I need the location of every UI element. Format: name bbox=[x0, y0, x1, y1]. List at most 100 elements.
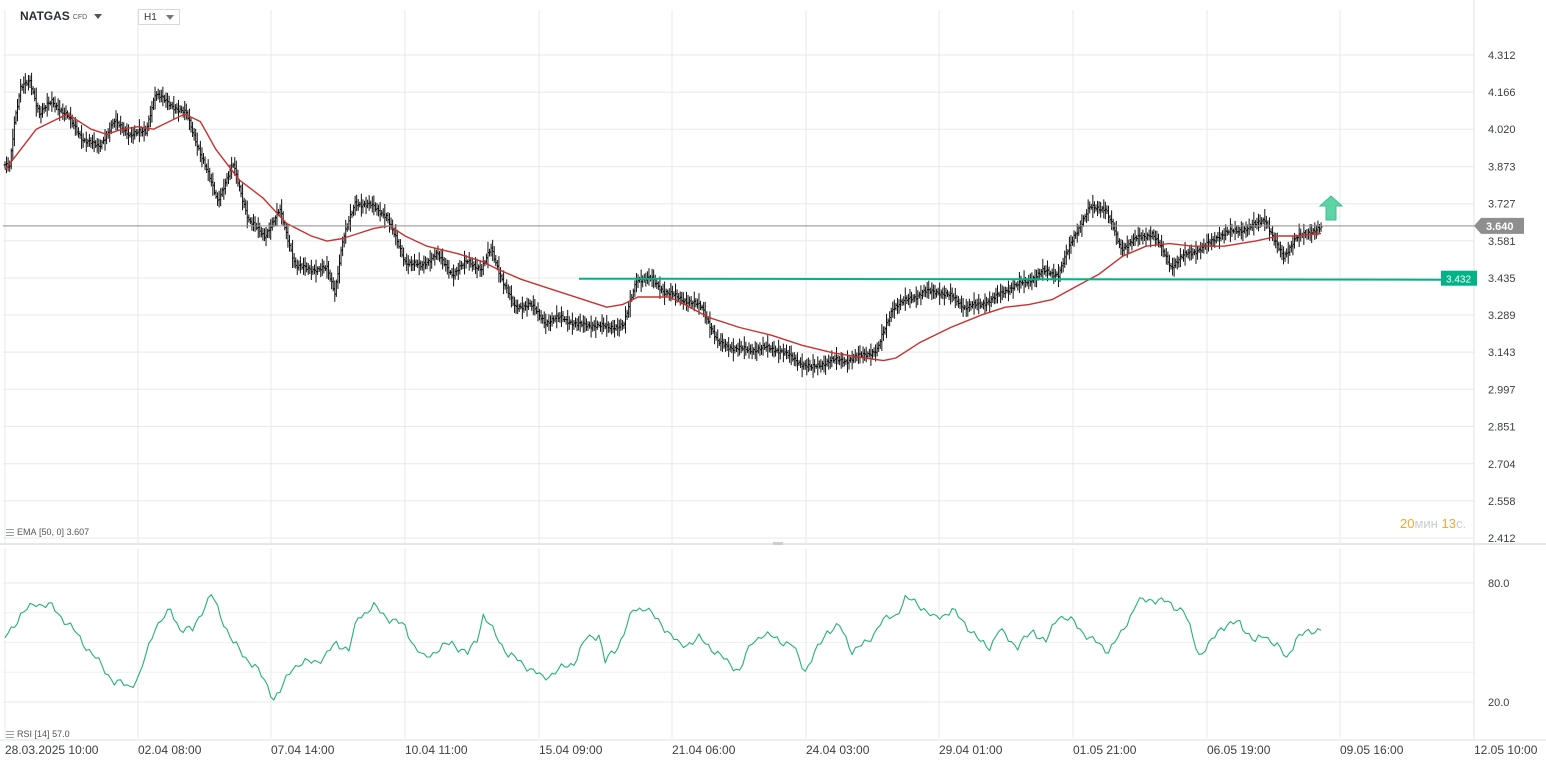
ohlc-bar bbox=[1263, 209, 1267, 232]
ohlc-bar bbox=[925, 281, 929, 299]
ohlc-bar bbox=[427, 258, 431, 266]
ohlc-bar bbox=[1017, 271, 1021, 293]
ohlc-bar bbox=[269, 219, 273, 240]
ohlc-bar bbox=[802, 361, 806, 370]
ohlc-bar bbox=[597, 321, 601, 328]
ohlc-bar bbox=[1061, 257, 1065, 273]
ohlc-bar bbox=[209, 173, 213, 187]
ohlc-bar bbox=[534, 306, 538, 315]
time-axis-label: 10.04 11:00 bbox=[405, 743, 468, 757]
ohlc-bar bbox=[1214, 235, 1218, 244]
ohlc-bar bbox=[716, 329, 720, 349]
ohlc-bar bbox=[672, 291, 676, 298]
ohlc-bar bbox=[886, 318, 890, 326]
settings-list-icon[interactable] bbox=[6, 730, 14, 738]
ohlc-bar bbox=[508, 286, 512, 301]
rsi-legend[interactable]: RSI [14] 57.0 bbox=[6, 729, 70, 739]
ohlc-bar bbox=[172, 95, 176, 120]
ohlc-bar bbox=[1005, 287, 1009, 294]
ohlc-bar bbox=[1171, 257, 1175, 276]
ohlc-bar bbox=[394, 224, 398, 246]
ohlc-bar bbox=[767, 343, 771, 353]
ohlc-bar bbox=[411, 259, 415, 272]
ohlc-bar bbox=[1177, 256, 1181, 268]
ohlc-bar bbox=[611, 319, 615, 334]
ohlc-bar bbox=[997, 291, 1001, 298]
ohlc-bar bbox=[945, 289, 949, 298]
chevron-down-icon bbox=[94, 13, 103, 19]
ohlc-bar bbox=[960, 295, 964, 313]
ohlc-bar bbox=[608, 322, 612, 333]
ohlc-bars bbox=[3, 72, 1323, 378]
ohlc-bar bbox=[738, 338, 742, 356]
ohlc-bar bbox=[766, 335, 770, 358]
ohlc-bar bbox=[1213, 231, 1217, 248]
symbol-selector[interactable]: NATGAS CFD bbox=[20, 9, 103, 23]
ohlc-bar bbox=[1178, 247, 1182, 268]
ohlc-bar bbox=[511, 295, 515, 307]
ema-legend[interactable]: EMA [50, 0] 3.607 bbox=[6, 527, 89, 537]
ohlc-bar bbox=[302, 257, 306, 275]
ohlc-bar bbox=[247, 214, 251, 223]
ohlc-bar bbox=[581, 315, 585, 333]
ohlc-bar bbox=[586, 321, 590, 331]
ohlc-bar bbox=[522, 302, 526, 313]
ohlc-bar bbox=[559, 306, 563, 328]
ohlc-bar bbox=[1002, 286, 1006, 298]
ohlc-bar bbox=[588, 321, 592, 329]
ohlc-bar bbox=[797, 359, 801, 366]
ohlc-bar bbox=[1085, 209, 1089, 223]
ohlc-bar bbox=[906, 293, 910, 306]
ohlc-bar bbox=[428, 250, 432, 272]
time-axis-label: 15.04 09:00 bbox=[539, 743, 603, 757]
ohlc-bar bbox=[867, 348, 871, 358]
ohlc-bar bbox=[153, 86, 157, 110]
settings-list-icon[interactable] bbox=[6, 528, 14, 536]
ohlc-bar bbox=[348, 203, 352, 232]
ohlc-bar bbox=[467, 252, 471, 271]
ohlc-bar bbox=[231, 162, 235, 169]
ohlc-bar bbox=[845, 350, 849, 373]
ohlc-bar bbox=[1167, 254, 1171, 273]
ohlc-bar bbox=[344, 219, 348, 244]
ohlc-bar bbox=[311, 266, 315, 276]
ohlc-bar bbox=[361, 199, 365, 214]
ohlc-bar bbox=[284, 222, 288, 240]
price-axis-label: 4.166 bbox=[1488, 87, 1516, 99]
ohlc-bar bbox=[1257, 213, 1261, 232]
ohlc-bar bbox=[602, 317, 606, 332]
ohlc-bar bbox=[375, 202, 379, 216]
ohlc-bar bbox=[1153, 230, 1157, 247]
ohlc-bar bbox=[1121, 239, 1125, 257]
ohlc-bar bbox=[863, 348, 867, 361]
rsi-name: RSI bbox=[17, 729, 33, 739]
price-axis-label: 3.289 bbox=[1488, 310, 1516, 322]
ohlc-bar bbox=[381, 208, 385, 219]
ohlc-bar bbox=[1252, 211, 1256, 236]
timeframe-dropdown[interactable]: H1 bbox=[138, 9, 180, 25]
ohlc-bar bbox=[245, 200, 249, 229]
countdown-seconds: 13 bbox=[1441, 516, 1456, 531]
ohlc-bar bbox=[111, 118, 115, 129]
ohlc-bar bbox=[175, 103, 179, 114]
ohlc-bar bbox=[328, 269, 332, 282]
ohlc-bar bbox=[94, 140, 98, 149]
ohlc-bar bbox=[202, 153, 206, 164]
ohlc-bar bbox=[1186, 248, 1190, 259]
ohlc-bar bbox=[545, 319, 549, 327]
ohlc-bar bbox=[211, 172, 215, 196]
ohlc-bar bbox=[972, 292, 976, 315]
ohlc-bar bbox=[958, 298, 962, 309]
ema-line bbox=[4, 113, 1322, 362]
ohlc-bar bbox=[811, 354, 815, 378]
ohlc-bar bbox=[974, 299, 978, 309]
ohlc-bar bbox=[1050, 268, 1054, 280]
ohlc-bar bbox=[44, 104, 48, 112]
ohlc-bar bbox=[1136, 226, 1140, 247]
ohlc-bar bbox=[1180, 253, 1184, 260]
ohlc-bar bbox=[353, 195, 357, 216]
ohlc-bar bbox=[56, 98, 60, 116]
ohlc-bar bbox=[469, 257, 473, 268]
ohlc-bar bbox=[387, 212, 391, 233]
